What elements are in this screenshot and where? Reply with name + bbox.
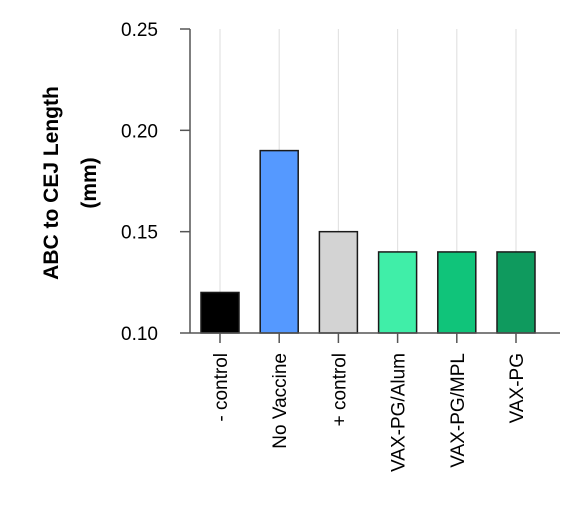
y-axis-label-unit: (mm) <box>78 157 101 208</box>
bar <box>377 251 418 334</box>
y-tick-label: 0.20 <box>121 121 158 142</box>
y-tick-label: 0.15 <box>121 223 158 244</box>
bar <box>496 251 536 334</box>
y-ticks: 0.10 0.15 0.20 0.25 <box>121 20 190 345</box>
bar <box>437 251 477 334</box>
x-tick-label: VAX-PG/MPL <box>448 353 469 468</box>
bar <box>318 230 359 334</box>
y-axis-label: ABC to CEJ Length <box>40 86 63 280</box>
grid-lines <box>219 29 517 333</box>
y-tick-label: 0.10 <box>121 324 158 345</box>
x-tick-label: + control <box>329 353 350 426</box>
x-tick-label: - control <box>211 353 232 422</box>
x-tick-label: VAX-PG/Alum <box>389 353 410 472</box>
bars <box>200 149 536 334</box>
x-tick-labels: - control No Vaccine + control VAX-PG/Alum V… <box>211 333 528 472</box>
x-tick-label: VAX-PG <box>507 353 528 423</box>
axes <box>189 29 560 334</box>
x-tick-label: No Vaccine <box>270 353 291 449</box>
bar <box>200 291 240 334</box>
y-tick-label: 0.25 <box>121 20 158 41</box>
bar <box>259 149 299 334</box>
